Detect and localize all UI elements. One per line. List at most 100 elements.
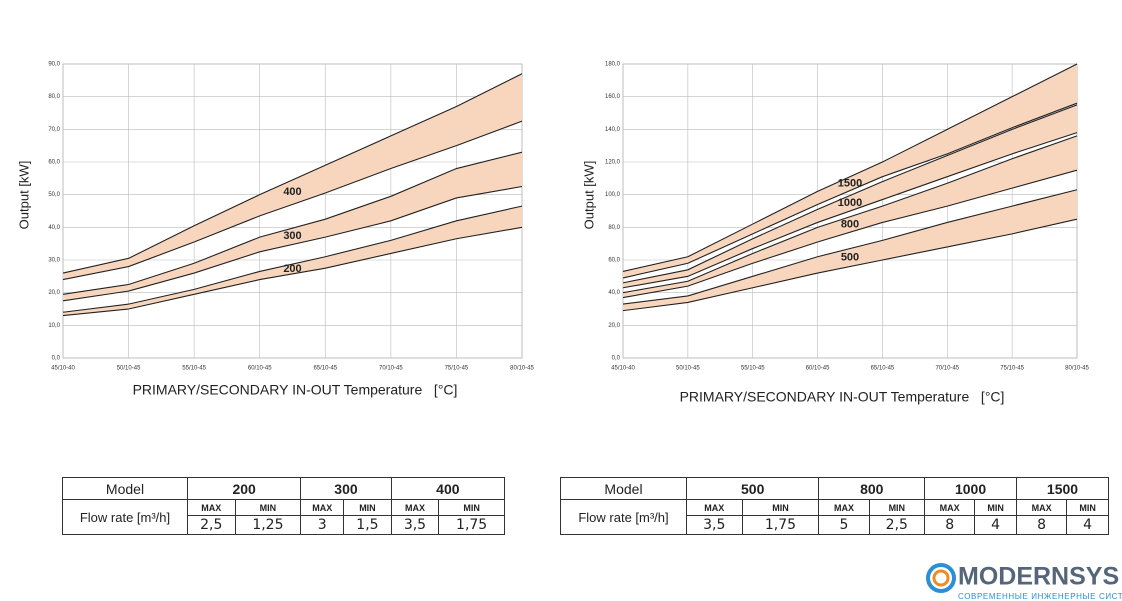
logo-icon-inner (932, 569, 950, 587)
x-axis-label: PRIMARY/SECONDARY IN-OUT Temperature [°C… (133, 382, 458, 398)
flow-table: Model 500 800 1000 1500 Flow rate [m³/h] MAX MI… (560, 477, 1109, 535)
logo-tagline: СОВРЕМЕННЫЕ ИНЖЕНЕРНЫЕ СИСТЕМЫ (958, 592, 1122, 601)
band-max-line (622, 104, 1078, 284)
band-label: 500 (841, 251, 859, 263)
table-cell: MIN (974, 499, 1018, 516)
table-cell: 3,5 (686, 515, 743, 535)
table-cell: 1500 (1016, 477, 1109, 500)
table-cell: MAX (187, 499, 236, 516)
band-max-line (62, 151, 523, 295)
band-max-line (62, 205, 523, 313)
table-cell: MAX (818, 499, 870, 516)
table-cell: 1,25 (234, 515, 302, 535)
y-tick-label: 160,0 (605, 94, 621, 100)
table-cell: 1,75 (741, 515, 820, 535)
band-min-line (622, 218, 1078, 312)
y-tick-label: 40,0 (48, 225, 60, 231)
x-tick-label: 80/10-45 (1065, 366, 1089, 372)
y-tick-label: 30,0 (48, 258, 60, 264)
x-tick-label: 75/10-45 (1000, 366, 1024, 372)
y-tick-label: 60,0 (48, 160, 60, 166)
band-label: 400 (283, 186, 301, 198)
table-cell: 1,5 (343, 515, 392, 535)
y-tick-label: 0,0 (52, 356, 61, 362)
table-cell: 1,75 (438, 515, 505, 535)
logo-name: MODERNSYS (958, 563, 1119, 591)
y-tick-label: 40,0 (608, 290, 620, 296)
y-tick-label: 10,0 (48, 323, 60, 329)
band-label: 1000 (838, 197, 862, 209)
table-cell: Model (560, 477, 687, 500)
table-cell: 4 (974, 515, 1018, 535)
table-cell: MAX (390, 499, 440, 516)
table-cell: MAX (1016, 499, 1068, 516)
table-cell: MAX (300, 499, 345, 516)
band-min-line (622, 102, 1078, 279)
band-label: 800 (841, 218, 859, 230)
table-cell: 200 (186, 477, 302, 500)
band-label: 1500 (838, 178, 862, 190)
table-cell: MIN (438, 499, 505, 516)
band-label: 300 (283, 230, 301, 242)
table-cell: 300 (300, 477, 392, 500)
x-tick-label: 50/10-45 (117, 366, 141, 372)
x-tick-label: 60/10-45 (248, 366, 272, 372)
y-tick-label: 20,0 (608, 323, 620, 329)
table-cell: Flow rate [m³/h] (560, 499, 687, 535)
table-cell: MAX (686, 499, 743, 516)
flow-table: Model 200 300 400 Flow rate [m³/h] MAX MIN MAX M… (62, 477, 506, 535)
table-cell: MIN (343, 499, 392, 516)
y-tick-label: 0,0 (612, 356, 621, 362)
band-label: 200 (283, 263, 301, 275)
table-cell: 2,5 (187, 515, 236, 535)
table-cell: MIN (1066, 499, 1109, 516)
x-tick-label: 60/10-45 (806, 366, 830, 372)
x-tick-label: 65/10-45 (313, 366, 337, 372)
table-cell: 3 (300, 515, 345, 535)
x-tick-label: 55/10-45 (182, 366, 206, 372)
band-max-line (62, 73, 523, 274)
band-max-line (622, 189, 1078, 305)
band-min-line (622, 169, 1078, 299)
table-cell: 8 (1016, 515, 1068, 535)
table-cell: 2,5 (868, 515, 926, 535)
y-tick-label: 100,0 (605, 192, 621, 198)
band-min-line (62, 185, 523, 302)
y-tick-label: 70,0 (48, 127, 60, 133)
y-tick-label: 90,0 (48, 62, 60, 68)
table-cell: MAX (924, 499, 976, 516)
band-fill (623, 189, 1077, 311)
band-min-line (62, 120, 523, 281)
table-cell: 3,5 (390, 515, 440, 535)
table-cell: Flow rate [m³/h] (62, 499, 188, 535)
table-cell: 500 (685, 477, 820, 500)
table-cell: MIN (234, 499, 302, 516)
band-fill (63, 206, 522, 316)
y-tick-label: 120,0 (605, 160, 621, 166)
x-tick-label: 80/10-45 (510, 366, 534, 372)
x-tick-label: 45/10-40 (51, 366, 75, 372)
table-cell: MIN (868, 499, 926, 516)
x-tick-label: 55/10-45 (741, 366, 765, 372)
band-fill (623, 104, 1077, 288)
y-tick-label: 60,0 (608, 258, 620, 264)
x-tick-label: 45/10-40 (611, 366, 635, 372)
table-cell: Model (62, 477, 188, 500)
x-tick-label: 70/10-45 (379, 366, 403, 372)
band-min-line (62, 226, 523, 317)
band-max-line (622, 135, 1078, 294)
band-max-line (622, 63, 1078, 272)
table-cell: 8 (924, 515, 976, 535)
y-tick-label: 20,0 (48, 290, 60, 296)
table-cell: MIN (741, 499, 820, 516)
x-tick-label: 65/10-45 (871, 366, 895, 372)
table-cell: 4 (1066, 515, 1109, 535)
y-tick-label: 180,0 (605, 62, 621, 68)
table-cell: 800 (818, 477, 926, 500)
x-tick-label: 70/10-45 (935, 366, 959, 372)
y-tick-label: 140,0 (605, 127, 621, 133)
table-cell: 5 (818, 515, 870, 535)
logo-icon (926, 563, 956, 593)
